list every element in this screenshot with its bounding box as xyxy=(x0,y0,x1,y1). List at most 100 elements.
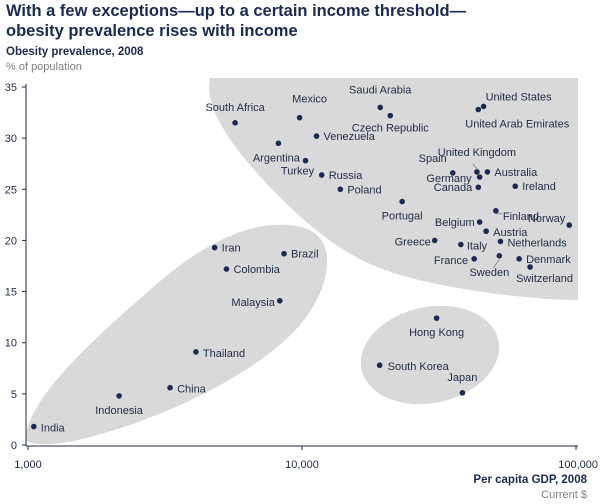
x-axis-ticks: 1,000 10,000 100,000 xyxy=(14,446,598,471)
label-spain: Spain xyxy=(419,153,447,165)
point-belgium xyxy=(476,219,483,225)
label-poland: Poland xyxy=(347,184,381,196)
label-russia: Russia xyxy=(329,170,364,182)
shaded-regions xyxy=(25,78,578,445)
label-greece: Greece xyxy=(395,236,431,248)
point-spain xyxy=(449,170,456,176)
label-united-kingdom: United Kingdom xyxy=(438,147,516,159)
label-indonesia: Indonesia xyxy=(95,405,144,417)
label-italy: Italy xyxy=(467,241,488,253)
point-australia xyxy=(484,169,491,175)
label-austria: Austria xyxy=(493,227,528,239)
high-income-region xyxy=(209,78,578,300)
point-finland xyxy=(493,207,499,214)
label-belgium: Belgium xyxy=(435,217,475,229)
point-venezuela xyxy=(313,133,320,139)
point-malaysia xyxy=(277,297,283,304)
label-brazil: Brazil xyxy=(291,249,319,261)
point-sweden xyxy=(496,252,503,259)
y-tick-label: 0 xyxy=(11,440,17,452)
label-germany: Germany xyxy=(426,173,472,185)
y-axis-ticks: 0 5 10 15 20 25 30 35 xyxy=(5,82,26,452)
leader-lines xyxy=(472,163,502,269)
label-sweden: Sweden xyxy=(469,267,509,279)
point-ireland xyxy=(512,183,519,190)
east-asia-region xyxy=(360,305,500,405)
label-colombia: Colombia xyxy=(233,264,280,276)
label-malaysia: Malaysia xyxy=(231,297,275,309)
point-south-korea xyxy=(376,362,383,369)
point-mexico xyxy=(296,114,303,121)
label-venezuela: Venezuela xyxy=(324,131,376,143)
point-italy xyxy=(458,241,464,248)
point-hong-kong xyxy=(433,315,440,321)
label-france: France xyxy=(434,255,468,267)
point-czech-republic xyxy=(387,112,394,119)
y-tick-label: 30 xyxy=(5,133,17,145)
point-norway xyxy=(566,222,573,228)
y-tick-label: 35 xyxy=(5,82,17,94)
chart-title-line-1: With a few exceptions—up to a certain in… xyxy=(6,2,467,20)
y-tick-label: 25 xyxy=(5,184,17,196)
label-denmark: Denmark xyxy=(526,254,571,266)
label-canada: Canada xyxy=(434,182,473,194)
label-hong-kong: Hong Kong xyxy=(409,327,464,339)
label-czech-republic: Czech Republic xyxy=(352,123,430,135)
point-canada xyxy=(475,184,482,191)
label-south-korea: South Korea xyxy=(388,361,450,373)
x-tick-label: 100,000 xyxy=(558,459,598,471)
label-norway: Norway xyxy=(528,213,566,225)
label-switzerland: Switzerland xyxy=(516,273,573,285)
label-saudi-arabia: Saudi Arabia xyxy=(349,84,412,96)
point-argentina xyxy=(275,140,282,147)
label-netherlands: Netherlands xyxy=(507,237,567,249)
point-iran xyxy=(211,244,218,251)
point-india xyxy=(31,423,37,430)
label-australia: Australia xyxy=(494,167,538,179)
chart-title-line-2: obesity prevalence rises with income xyxy=(6,22,298,40)
point-indonesia xyxy=(116,393,122,399)
point-united-states xyxy=(480,103,487,110)
point-netherlands xyxy=(497,238,504,245)
point-denmark xyxy=(516,256,522,262)
label-japan: Japan xyxy=(447,372,477,384)
point-greece xyxy=(431,237,438,244)
leader-united-kingdom xyxy=(472,163,478,170)
point-switzerland xyxy=(527,264,533,270)
point-united-kingdom xyxy=(474,169,480,175)
point-united-arab-emirates xyxy=(475,106,482,113)
chart-title: With a few exceptions—up to a certain in… xyxy=(6,1,596,41)
label-south-africa: South Africa xyxy=(205,102,265,114)
point-china xyxy=(167,384,173,391)
point-germany xyxy=(476,174,483,180)
point-colombia xyxy=(223,266,230,272)
y-tick-label: 20 xyxy=(5,235,17,247)
x-tick-label: 10,000 xyxy=(285,459,319,471)
label-united-arab-emirates: United Arab Emirates xyxy=(465,119,569,131)
y-axis-label: Obesity prevalence, 2008 xyxy=(6,46,144,58)
label-china: China xyxy=(177,384,207,396)
y-axis-unit: % of population xyxy=(6,61,82,73)
point-thailand xyxy=(193,349,199,355)
label-finland: Finland xyxy=(503,211,539,223)
y-tick-label: 15 xyxy=(5,287,17,299)
label-ireland: Ireland xyxy=(522,181,556,193)
point-russia xyxy=(318,172,325,178)
label-argentina: Argentina xyxy=(253,152,301,164)
label-united-states: United States xyxy=(486,91,553,103)
point-south-africa xyxy=(232,120,238,126)
label-iran: Iran xyxy=(222,243,241,255)
point-austria xyxy=(483,228,489,235)
point-japan xyxy=(459,390,466,396)
x-axis-label: Per capita GDP, 2008 xyxy=(473,474,587,486)
point-france xyxy=(471,256,477,262)
label-thailand: Thailand xyxy=(203,348,245,360)
leader-sweden xyxy=(493,259,500,269)
point-brazil xyxy=(281,250,287,257)
label-portugal: Portugal xyxy=(382,211,423,223)
low-income-region xyxy=(25,224,328,445)
point-turkey xyxy=(302,157,309,164)
y-tick-label: 5 xyxy=(11,389,17,401)
x-tick-label: 1,000 xyxy=(14,459,42,471)
